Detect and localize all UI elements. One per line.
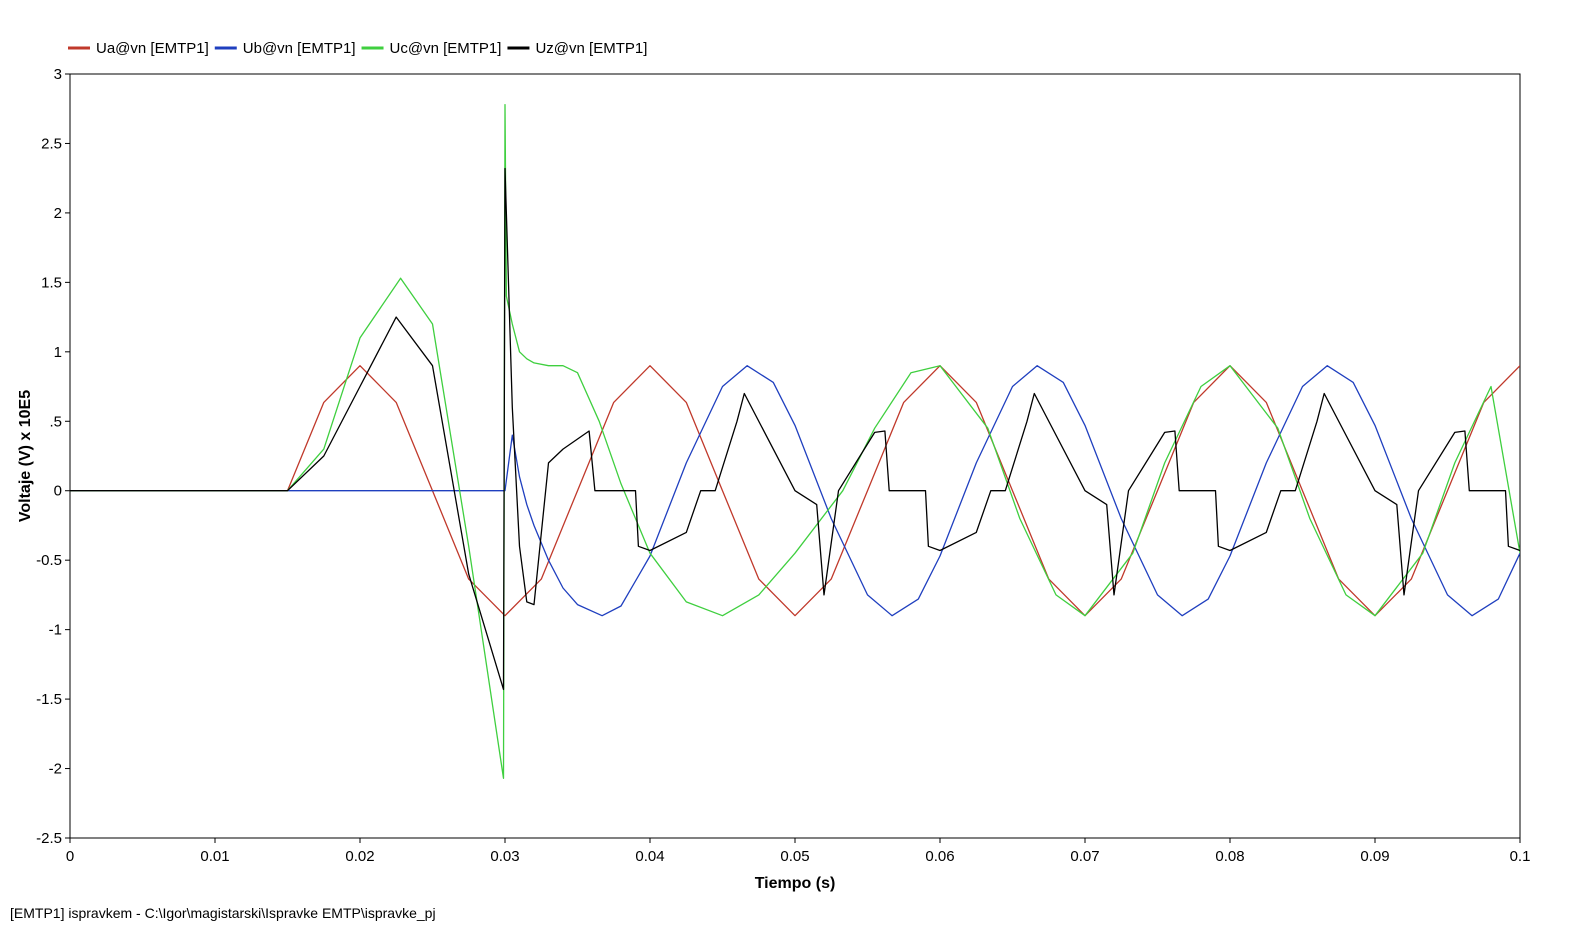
y-tick-label: .5 — [49, 413, 62, 430]
y-tick-label: 2 — [54, 205, 62, 222]
x-tick-label: 0 — [66, 848, 74, 865]
x-tick-label: 0.08 — [1215, 848, 1244, 865]
series-line-2 — [70, 365, 1520, 617]
x-tick-label: 0.01 — [200, 848, 229, 865]
y-axis-label: Voltaje (V) x 10E5 — [17, 390, 34, 522]
y-tick-label: 1 — [54, 344, 62, 361]
series-layer — [70, 103, 1520, 779]
y-tick-label: 1.5 — [41, 274, 62, 291]
x-tick-label: 0.09 — [1360, 848, 1389, 865]
legend: Ua@vn [EMTP1] Ub@vn [EMTP1] Uc@vn [EMTP1] U… — [68, 40, 647, 57]
legend-entry: Uc@vn [EMTP1] — [390, 40, 502, 57]
legend-entry: Uz@vn [EMTP1] — [535, 40, 647, 57]
y-axis-ticks: -2.5 -2 -1.5 -1 -0.5 0 .5 1 1.5 2 2.5 3 — [36, 66, 70, 847]
x-tick-label: 0.04 — [635, 848, 664, 865]
x-tick-label: 0.1 — [1510, 848, 1531, 865]
x-tick-label: 0.07 — [1070, 848, 1099, 865]
x-tick-label: 0.05 — [780, 848, 809, 865]
y-tick-label: -2 — [49, 761, 62, 778]
y-tick-label: -0.5 — [36, 552, 62, 569]
y-tick-label: -1.5 — [36, 691, 62, 708]
legend-entry: Ua@vn [EMTP1] — [96, 40, 209, 57]
series-line-4 — [70, 167, 1520, 691]
y-tick-label: 2.5 — [41, 135, 62, 152]
legend-entry: Ub@vn [EMTP1] — [243, 40, 356, 57]
footer-path: [EMTP1] ispravkem - C:\Igor\magistarski\… — [10, 905, 436, 921]
x-tick-label: 0.02 — [345, 848, 374, 865]
y-tick-label: -1 — [49, 622, 62, 639]
y-tick-label: 3 — [54, 66, 62, 83]
x-axis-label: Tiempo (s) — [755, 875, 836, 892]
x-tick-label: 0.03 — [490, 848, 519, 865]
x-axis-ticks: 0 0.01 0.02 0.03 0.04 0.05 0.06 0.07 0.08 0.09 0.1 — [66, 838, 1531, 865]
y-tick-label: -2.5 — [36, 830, 62, 847]
y-tick-label: 0 — [54, 483, 62, 500]
x-tick-label: 0.06 — [925, 848, 954, 865]
